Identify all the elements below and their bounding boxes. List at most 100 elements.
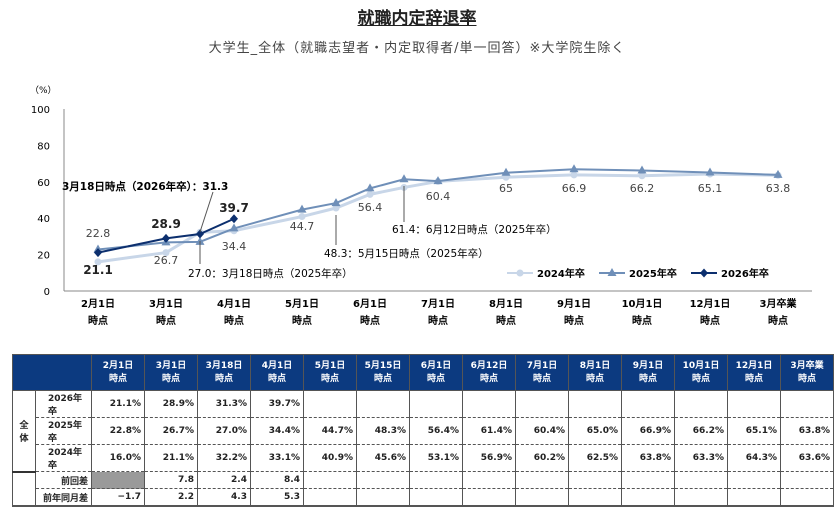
table-cell — [515, 471, 569, 489]
x-tick-label: 4月1日 — [217, 298, 251, 310]
row-label: 前年同月差 — [35, 488, 92, 507]
table-corner — [12, 354, 92, 391]
table-cell: 65.1% — [727, 417, 781, 445]
table-cell: 53.1% — [409, 444, 463, 472]
y-tick-label: 80 — [37, 141, 50, 152]
x-tick-label: 8月1日 — [489, 298, 523, 310]
y-tick-label: 60 — [37, 178, 50, 189]
column-header-line2: 時点 — [638, 373, 657, 384]
legend-label: 2025年卒 — [629, 267, 677, 280]
triangle-marker — [637, 165, 647, 174]
diamond-marker — [162, 233, 170, 243]
x-tick-label: 7月1日 — [421, 298, 455, 310]
table-cell — [356, 488, 410, 507]
table-header-row: 2月1日 時点 3月1日 時点 3月18日 時点 4月1日 時点 5月1日 時点 5月15日 時点 6月… — [12, 354, 834, 391]
circle-marker — [298, 213, 306, 221]
triangle-marker — [773, 169, 783, 178]
y-axis-unit: （%） — [30, 85, 57, 96]
x-tick-label: 時点 — [496, 314, 516, 327]
table-cell: 56.4% — [409, 417, 463, 445]
table-cell — [621, 488, 675, 507]
table-cell — [303, 471, 357, 489]
table-cell — [780, 390, 834, 418]
column-header: 3月卒業 時点 — [780, 354, 834, 391]
x-tick-label: 2月1日 — [81, 298, 115, 310]
table-cell: 62.5% — [568, 444, 622, 472]
y-tick-label: 0 — [44, 287, 50, 298]
triangle-marker — [433, 176, 443, 185]
table-cell: 48.3% — [356, 417, 410, 445]
x-tick-label: 3月1日 — [149, 298, 183, 310]
column-header-line1: 3月1日 — [155, 360, 187, 371]
data-label: 22.8 — [86, 227, 111, 240]
column-header: 7月1日 時点 — [515, 354, 569, 391]
triangle-marker — [195, 236, 205, 245]
table-cell — [621, 471, 675, 489]
table-cell — [409, 471, 463, 489]
column-header-line2: 時点 — [373, 373, 392, 384]
column-header-line2: 時点 — [532, 373, 551, 384]
x-tick-label: 5月1日 — [285, 298, 319, 310]
column-header-line2: 時点 — [320, 373, 339, 384]
column-header-line1: 3月卒業 — [790, 360, 824, 371]
x-tick-label: 時点 — [156, 314, 176, 327]
data-label: 28.9 — [151, 217, 181, 231]
table-cell — [727, 471, 781, 489]
data-label: 56.4 — [358, 201, 383, 214]
column-header-line1: 5月15日 — [364, 360, 402, 371]
x-tick-label: 時点 — [360, 314, 380, 327]
table-cell: 60.4% — [515, 417, 569, 445]
series-line-2026年卒 — [97, 217, 235, 254]
circle-marker — [516, 269, 524, 277]
table-cell: 33.1% — [250, 444, 304, 472]
column-header-line1: 4月1日 — [261, 360, 293, 371]
data-label: 60.4 — [426, 190, 451, 203]
table-cell: 63.8% — [780, 417, 834, 445]
triangle-marker — [229, 223, 239, 232]
table-cell — [409, 390, 463, 418]
table-cell: 63.8% — [621, 444, 675, 472]
table-cell — [568, 390, 622, 418]
column-header-line1: 3月18日 — [205, 360, 243, 371]
table-cell: 28.9% — [144, 390, 198, 418]
table-cell — [515, 390, 569, 418]
triangle-marker — [607, 268, 617, 276]
annotation: 48.3：5月15日時点（2025年卒） — [324, 247, 489, 260]
annotation: 61.4：6月12日時点（2025年卒） — [392, 223, 557, 236]
table-cell: 21.1% — [91, 390, 145, 418]
table-cell: 22.8% — [91, 417, 145, 445]
circle-marker — [162, 249, 170, 257]
table-cell — [674, 488, 728, 507]
table-cell: 56.9% — [462, 444, 516, 472]
row-label: 2025年卒 — [35, 417, 92, 445]
table-cell: 5.3 — [250, 488, 304, 507]
table-cell — [356, 471, 410, 489]
table-cell: 60.2% — [515, 444, 569, 472]
triangle-marker — [297, 204, 307, 213]
table-cell — [303, 488, 357, 507]
table-cell — [462, 488, 516, 507]
column-header-line2: 時点 — [108, 373, 127, 384]
circle-marker — [366, 190, 374, 198]
column-header-line2: 時点 — [267, 373, 286, 384]
data-label: 66.9 — [562, 182, 587, 195]
table-cell: 16.0% — [91, 444, 145, 472]
table-row: 前年同月差 −1.7 2.2 4.3 5.3 — [13, 488, 834, 507]
chart-subtitle: 大学生_全体（就職志望者・内定取得者/単一回答）※大学院生除く — [208, 41, 626, 56]
column-header: 3月1日 時点 — [144, 354, 198, 391]
column-header: 4月1日時点 — [250, 354, 304, 391]
x-tick-label: 時点 — [428, 314, 448, 327]
table-cell — [568, 488, 622, 507]
row-label: 2026年卒 — [35, 390, 92, 418]
x-tick-label: 3月卒業 — [760, 297, 798, 310]
table-row: 2024年卒 16.0% 21.1% 32.2% 33.1% 40.9% 45.6% 53.1… — [13, 444, 834, 472]
column-header-line1: 6月1日 — [420, 360, 452, 371]
table-cell: 65.0% — [568, 417, 622, 445]
data-label: 34.4 — [222, 240, 247, 253]
table-cell: 64.3% — [727, 444, 781, 472]
table-cell — [91, 471, 145, 489]
triangle-marker — [331, 198, 341, 207]
x-tick-label: 12月1日 — [690, 298, 731, 310]
column-header-line1: 2月1日 — [102, 360, 134, 371]
